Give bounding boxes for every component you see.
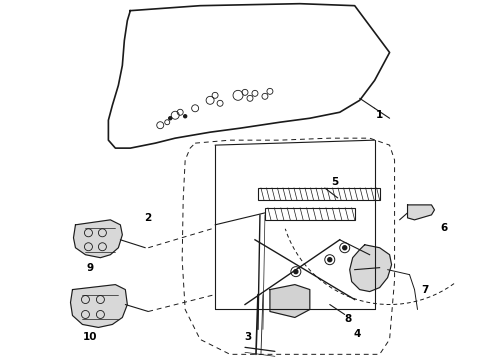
- Text: 1: 1: [376, 110, 383, 120]
- Text: 5: 5: [331, 177, 339, 187]
- Text: 4: 4: [354, 329, 361, 339]
- Text: 3: 3: [245, 332, 252, 342]
- Text: 2: 2: [144, 213, 151, 223]
- Circle shape: [169, 117, 171, 120]
- Circle shape: [343, 246, 347, 250]
- Polygon shape: [71, 285, 127, 328]
- Circle shape: [328, 258, 332, 262]
- Polygon shape: [408, 205, 435, 220]
- Polygon shape: [270, 285, 310, 318]
- Polygon shape: [350, 245, 392, 292]
- Text: 8: 8: [344, 314, 351, 324]
- Polygon shape: [74, 220, 122, 258]
- Bar: [258, 188, 380, 200]
- Text: 10: 10: [83, 332, 98, 342]
- Bar: [265, 208, 355, 220]
- Text: 9: 9: [87, 263, 94, 273]
- Circle shape: [294, 270, 298, 274]
- Text: 7: 7: [421, 284, 428, 294]
- Text: 6: 6: [441, 223, 448, 233]
- Circle shape: [184, 115, 187, 118]
